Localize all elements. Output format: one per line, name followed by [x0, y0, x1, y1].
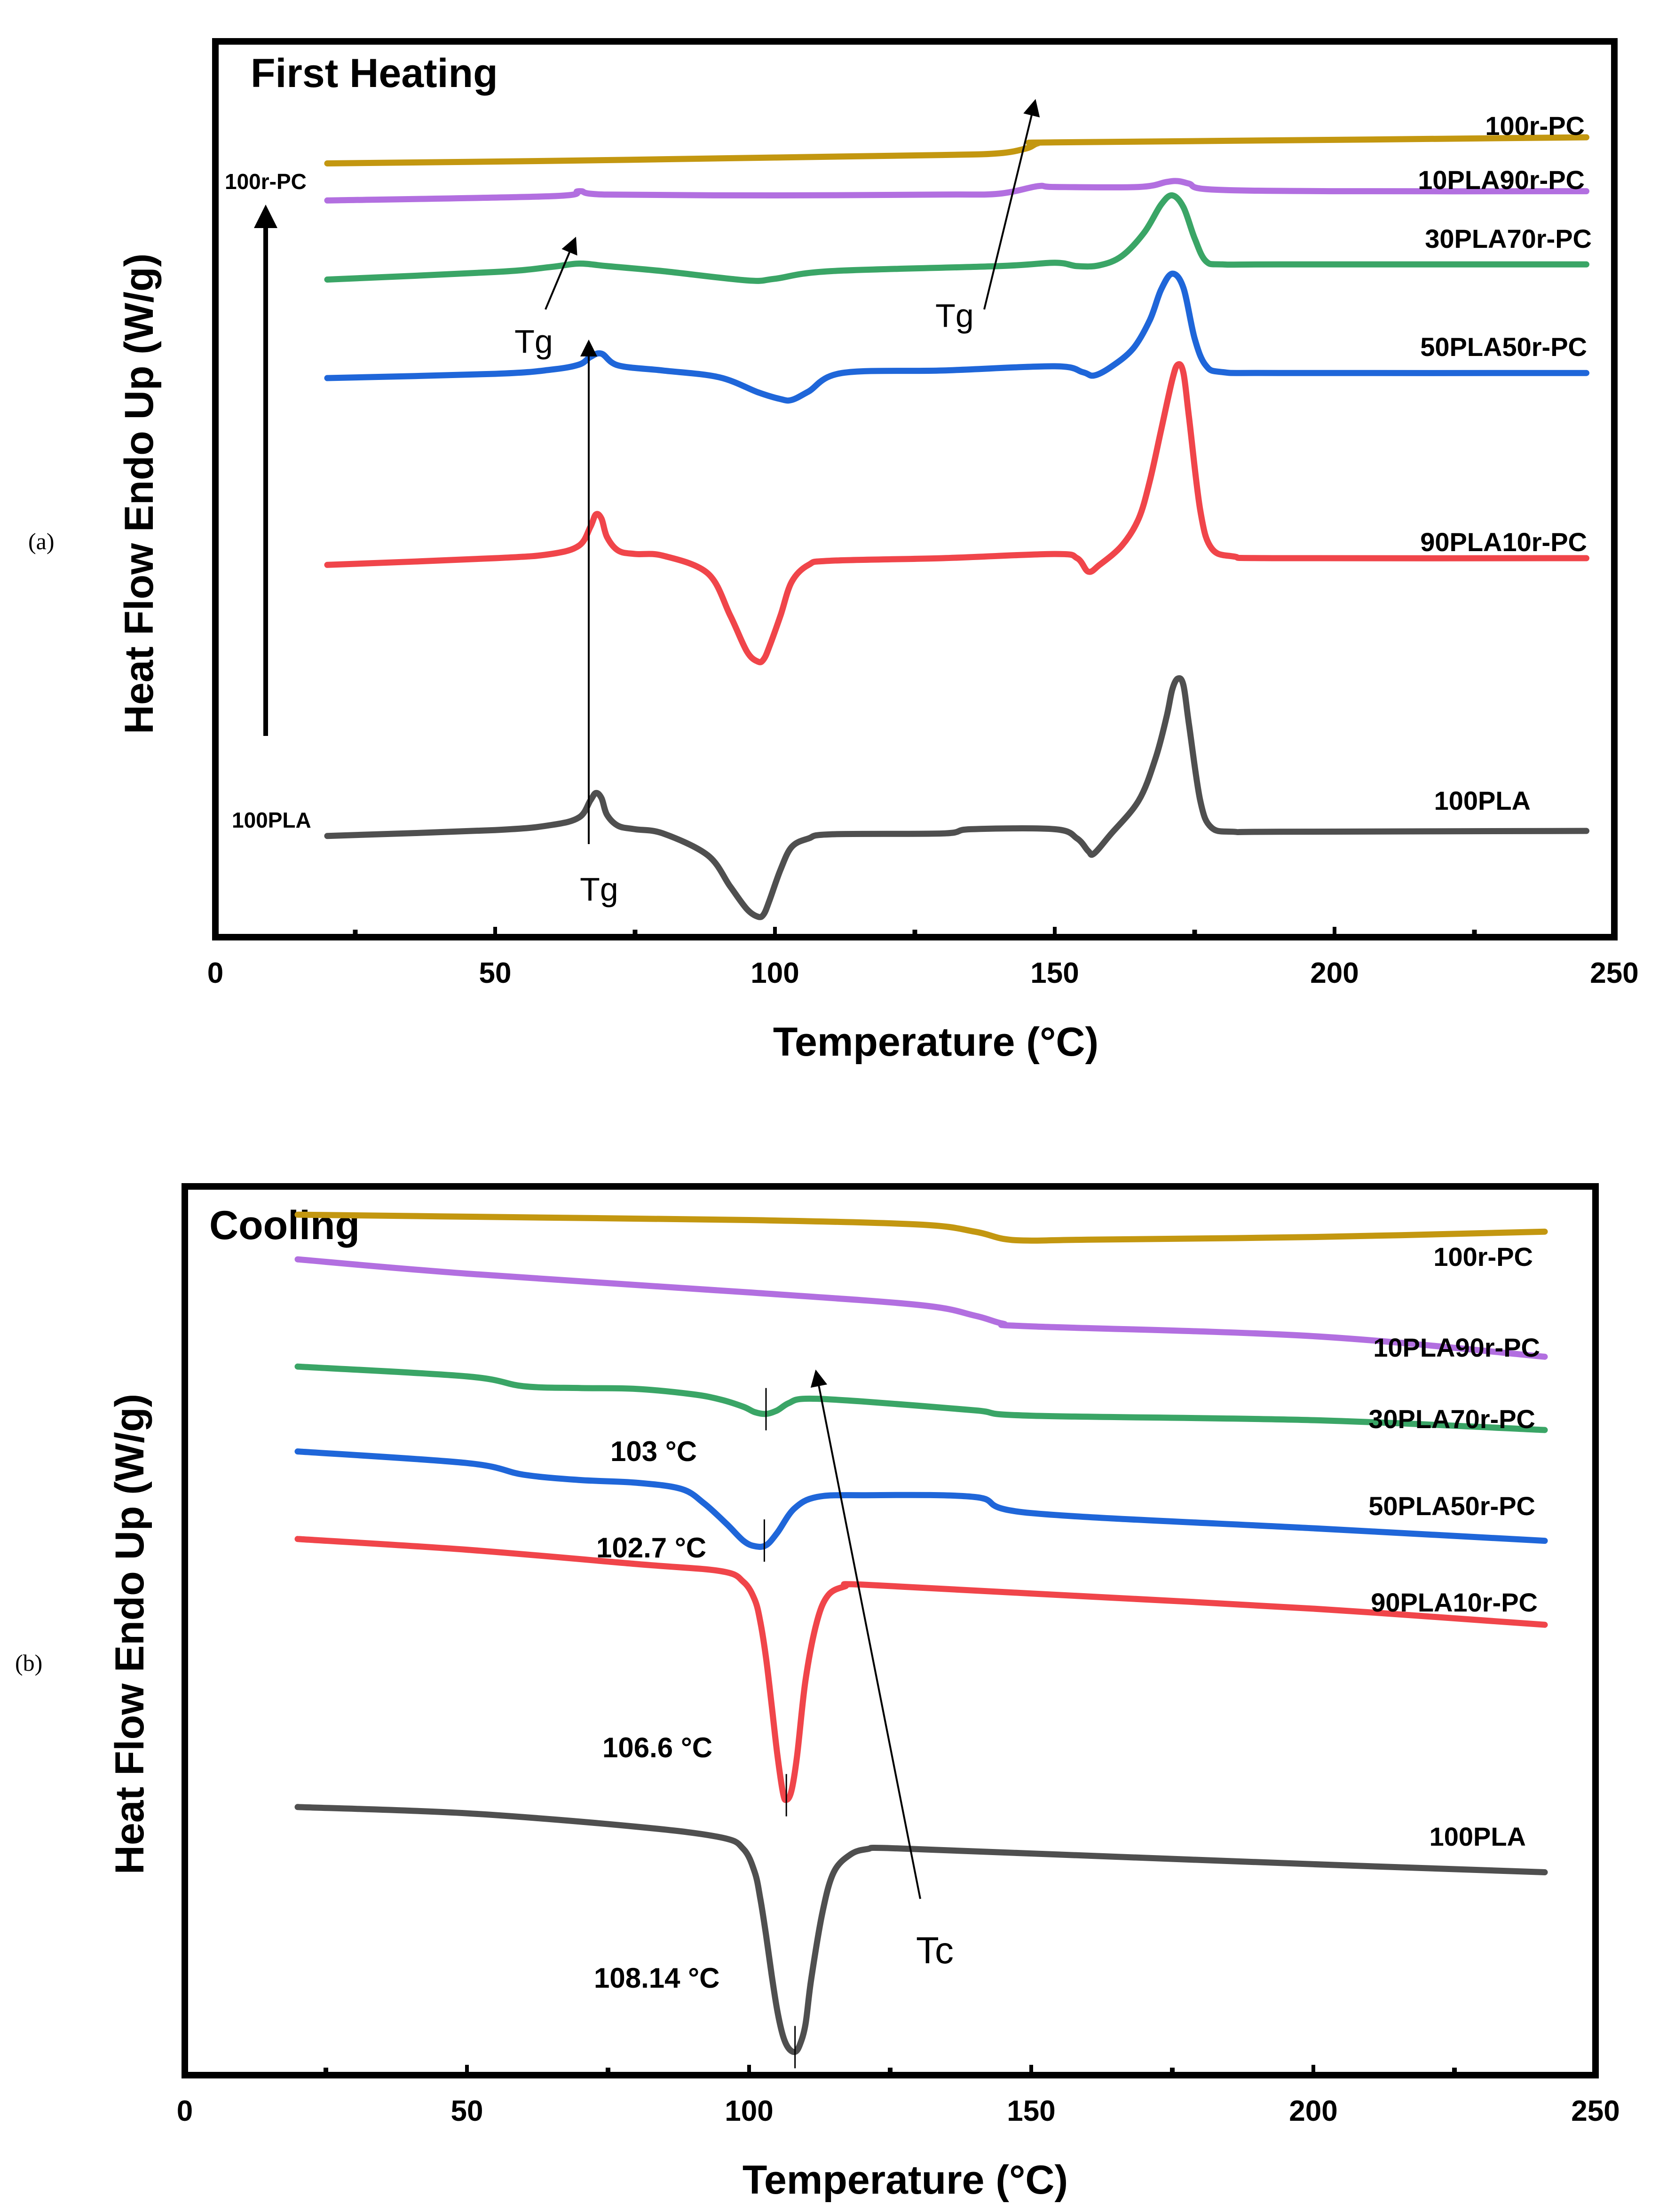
peak-label-50pla50r-pc: 102.7 °C — [596, 1532, 706, 1564]
curve-label-100r-pc-b: 100r-PC — [1433, 1242, 1533, 1272]
series-line-10pla90r-pc — [294, 1256, 1548, 1360]
curve-label-100pla-a: 100PLA — [1434, 786, 1531, 815]
x-tick-label: 250 — [1590, 957, 1638, 989]
series-line-100pla — [294, 1804, 1548, 2055]
arrow-bottom-label: 100PLA — [232, 808, 311, 832]
chart-title-a: First Heating — [251, 51, 498, 96]
x-tick-label: 100 — [725, 2095, 773, 2127]
peak-label-100pla: 108.14 °C — [594, 1962, 720, 1994]
tc-arrow — [810, 1369, 921, 1899]
x-tick-label: 0 — [207, 957, 223, 989]
panel-label-b: (b) — [15, 1650, 42, 1676]
peak-label-90pla10r-pc: 106.6 °C — [602, 1732, 712, 1763]
x-tick-label: 250 — [1571, 2095, 1620, 2127]
series-line-100r-pc — [324, 134, 1589, 166]
y-axis-label-b: Heat Flow Endo Up (W/g) — [107, 1394, 152, 1874]
x-tick-label: 150 — [1030, 957, 1079, 989]
x-tick-label: 50 — [451, 2095, 483, 2127]
chart-title-b: Cooling — [209, 1203, 360, 1248]
curve-label-30pla70r-pc-a: 30PLA70r-PC — [1425, 224, 1592, 253]
series-line-50pla50r-pc — [294, 1448, 1548, 1550]
curve-label-100pla-b: 100PLA — [1430, 1822, 1526, 1851]
series-group-a — [324, 134, 1589, 920]
x-tick-label: 150 — [1007, 2095, 1055, 2127]
x-axis-label-a: Temperature (°C) — [773, 1019, 1098, 1065]
arrow-top-label: 100r-PC — [225, 169, 307, 194]
curve-label-100r-pc-a: 100r-PC — [1485, 111, 1585, 141]
curve-label-30pla70r-pc-b: 30PLA70r-PC — [1368, 1404, 1535, 1434]
tg-label-blend: Tg — [514, 323, 553, 360]
curve-label-50pla50r-pc-a: 50PLA50r-PC — [1420, 332, 1587, 362]
series-line-30pla70r-pc — [294, 1363, 1548, 1433]
peak-label-30pla70r-pc: 103 °C — [610, 1436, 697, 1467]
x-ticks-b: 0 50 100 150 200 250 — [177, 2065, 1620, 2127]
curve-label-10pla90r-pc-a: 10PLA90r-PC — [1418, 165, 1585, 195]
curve-label-90pla10r-pc-b: 90PLA10r-PC — [1371, 1588, 1538, 1617]
curve-label-10pla90r-pc-b: 10PLA90r-PC — [1373, 1333, 1540, 1362]
tg-label-pla: Tg — [580, 871, 618, 908]
x-ticks-a: 0 50 100 150 200 250 — [207, 927, 1639, 989]
x-tick-label: 100 — [750, 957, 799, 989]
x-tick-label: 200 — [1289, 2095, 1337, 2127]
series-line-90pla10r-pc — [294, 1536, 1548, 1803]
x-tick-label: 0 — [177, 2095, 193, 2127]
tg-arrow-pc — [983, 99, 1040, 310]
curve-label-90pla10r-pc-a: 90PLA10r-PC — [1420, 527, 1587, 557]
tg-label-pc: Tg — [935, 297, 974, 334]
series-line-90pla10r-pc — [324, 361, 1589, 665]
plot-frame-a — [212, 38, 1618, 940]
panel-first-heating: (a) First Heating Temperature (°C) Heat … — [28, 38, 1639, 1065]
x-tick-label: 50 — [479, 957, 512, 989]
curve-label-50pla50r-pc-b: 50PLA50r-PC — [1368, 1491, 1535, 1521]
x-axis-label-b: Temperature (°C) — [743, 2157, 1068, 2203]
tg-arrow-blend — [545, 237, 577, 310]
panel-cooling: (b) Cooling Temperature (°C) Heat Flow E… — [15, 1183, 1620, 2203]
series-line-100r-pc — [294, 1211, 1548, 1244]
tc-label: Tc — [916, 1929, 954, 1971]
series-line-30pla70r-pc — [324, 192, 1589, 284]
series-line-10pla90r-pc — [324, 178, 1589, 204]
series-group-b — [294, 1211, 1548, 2069]
x-tick-label: 200 — [1310, 957, 1359, 989]
panel-label-a: (a) — [28, 528, 55, 554]
plot-frame-b — [182, 1183, 1599, 2078]
series-line-100pla — [324, 675, 1589, 920]
y-axis-label-a: Heat Flow Endo Up (W/g) — [117, 253, 162, 734]
